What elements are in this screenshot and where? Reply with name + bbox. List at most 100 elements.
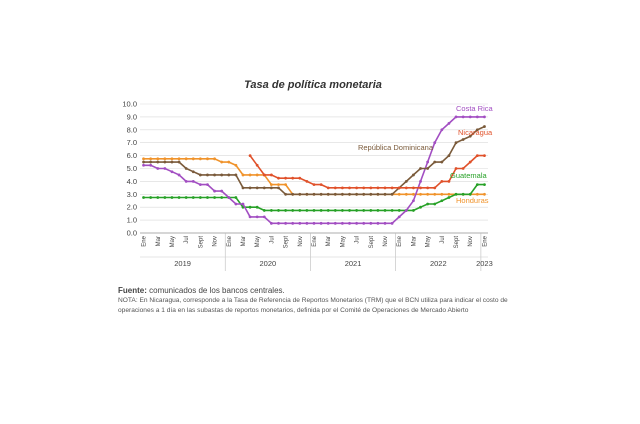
data-point xyxy=(241,202,245,206)
data-point xyxy=(341,221,344,225)
data-point xyxy=(483,192,486,196)
y-tick-label: 2.0 xyxy=(127,203,137,212)
x-tick-label: Ene xyxy=(482,235,488,246)
data-point xyxy=(277,186,280,190)
y-tick-label: 0.0 xyxy=(127,229,137,238)
data-point xyxy=(255,173,259,177)
x-tick-label: Jul xyxy=(184,236,190,244)
x-tick-label: Jul xyxy=(440,236,446,244)
data-point xyxy=(170,170,174,174)
data-point xyxy=(348,221,351,225)
data-point xyxy=(433,202,437,206)
x-tick-label: Ene xyxy=(142,235,148,246)
data-point xyxy=(312,209,316,212)
data-point xyxy=(433,192,437,196)
data-point xyxy=(390,186,394,190)
data-point xyxy=(291,221,295,225)
data-point xyxy=(269,183,273,187)
data-point xyxy=(298,192,302,196)
data-point xyxy=(142,157,145,161)
y-tick-label: 4.0 xyxy=(127,177,137,186)
data-point xyxy=(369,192,373,196)
data-point xyxy=(483,115,486,119)
data-point xyxy=(206,196,209,199)
series-label: Nicaragua xyxy=(458,128,493,137)
data-point xyxy=(440,199,444,203)
data-point xyxy=(191,196,195,199)
data-point xyxy=(440,192,444,196)
data-point xyxy=(319,183,323,187)
data-point xyxy=(248,205,252,209)
data-point xyxy=(419,205,422,209)
data-point xyxy=(277,176,280,180)
data-point xyxy=(433,141,437,145)
data-point xyxy=(341,209,344,212)
data-point xyxy=(269,186,273,190)
data-point xyxy=(369,209,373,212)
data-point xyxy=(227,160,231,164)
data-point xyxy=(426,186,430,190)
data-point xyxy=(341,186,344,190)
data-point xyxy=(483,154,486,158)
data-point xyxy=(191,157,195,161)
y-tick-label: 7.0 xyxy=(127,138,137,147)
x-tick-label: May xyxy=(340,236,346,247)
series-labels: Costa Rica Nicaragua República Dominicana G… xyxy=(358,104,494,205)
data-point xyxy=(213,173,216,177)
data-point xyxy=(262,173,266,177)
data-point xyxy=(348,209,351,212)
data-point xyxy=(262,215,266,219)
data-point xyxy=(269,173,273,177)
year-label: 2020 xyxy=(259,259,276,268)
data-point xyxy=(206,173,209,177)
x-tick-label: May xyxy=(426,236,432,247)
data-point xyxy=(234,202,238,206)
note-text: NOTA: En Nicaragua, corresponde a la Tas… xyxy=(118,297,508,314)
data-point xyxy=(241,186,245,190)
data-point xyxy=(248,186,252,190)
data-point xyxy=(184,157,188,161)
data-point xyxy=(390,209,394,212)
y-tick-label: 6.0 xyxy=(127,151,137,160)
data-point xyxy=(468,115,472,119)
data-point xyxy=(319,221,323,225)
year-label: 2022 xyxy=(430,259,447,268)
data-point xyxy=(475,154,479,158)
data-point xyxy=(426,167,430,170)
series-costa-rica xyxy=(142,115,486,225)
data-point xyxy=(475,192,479,196)
year-label: 2019 xyxy=(174,259,191,268)
data-point xyxy=(376,186,380,190)
data-point xyxy=(383,192,387,196)
data-point xyxy=(326,192,330,196)
x-tick-label: May xyxy=(170,236,176,247)
data-point xyxy=(170,157,174,161)
data-point xyxy=(362,192,366,196)
data-point xyxy=(262,209,266,212)
x-tick-label: May xyxy=(255,236,261,247)
data-point xyxy=(390,221,394,225)
y-tick-label: 5.0 xyxy=(127,164,137,173)
y-tick-label: 3.0 xyxy=(127,190,137,199)
data-point xyxy=(284,183,287,187)
data-point xyxy=(326,186,330,190)
data-point xyxy=(262,186,266,190)
data-point xyxy=(284,221,287,225)
data-point xyxy=(163,196,167,199)
data-point xyxy=(461,192,465,196)
data-point xyxy=(220,189,224,193)
data-point xyxy=(468,160,472,164)
x-tick-label: Nov xyxy=(383,236,389,247)
x-tick-label: Ene xyxy=(227,235,233,246)
data-point xyxy=(198,183,202,187)
data-point xyxy=(269,209,273,212)
data-point xyxy=(475,183,479,187)
data-point xyxy=(149,157,153,161)
x-tick-label: Mar xyxy=(241,236,247,246)
data-point xyxy=(355,221,359,225)
data-point xyxy=(149,196,153,199)
data-point xyxy=(404,186,408,190)
data-point xyxy=(142,163,145,167)
data-point xyxy=(447,192,451,196)
data-point xyxy=(326,221,330,225)
